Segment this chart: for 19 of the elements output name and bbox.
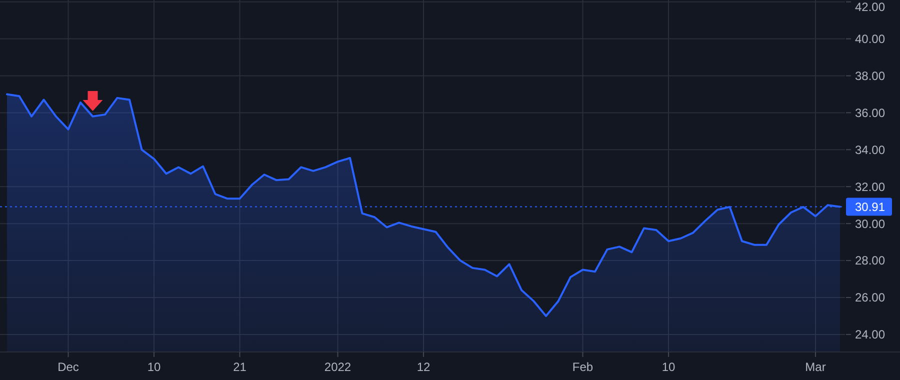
y-tick-label: 34.00 [854, 142, 886, 157]
x-tick-label: Feb [572, 360, 594, 374]
x-tick-label: Mar [805, 360, 826, 374]
x-tick-label: 10 [147, 360, 161, 374]
y-tick-label: 26.00 [854, 290, 886, 305]
x-tick-label: 21 [233, 360, 247, 374]
y-tick-label: 40.00 [854, 32, 886, 46]
ref-line-label: 30.91 [854, 200, 886, 214]
x-tick-label: 2022 [324, 360, 352, 374]
y-tick-label: 24.00 [854, 328, 886, 342]
y-tick-label: 36.00 [854, 106, 886, 120]
y-tick-label: 30.00 [854, 216, 886, 231]
y-tick-label: 28.00 [854, 254, 886, 268]
x-tick-label: Dec [58, 360, 79, 374]
y-tick-label: 42.00 [854, 0, 886, 14]
y-tick-label: 32.00 [854, 180, 886, 194]
y-tick-label: 38.00 [854, 68, 886, 83]
x-tick-label: 10 [662, 360, 676, 374]
x-tick-label: 12 [416, 360, 430, 374]
